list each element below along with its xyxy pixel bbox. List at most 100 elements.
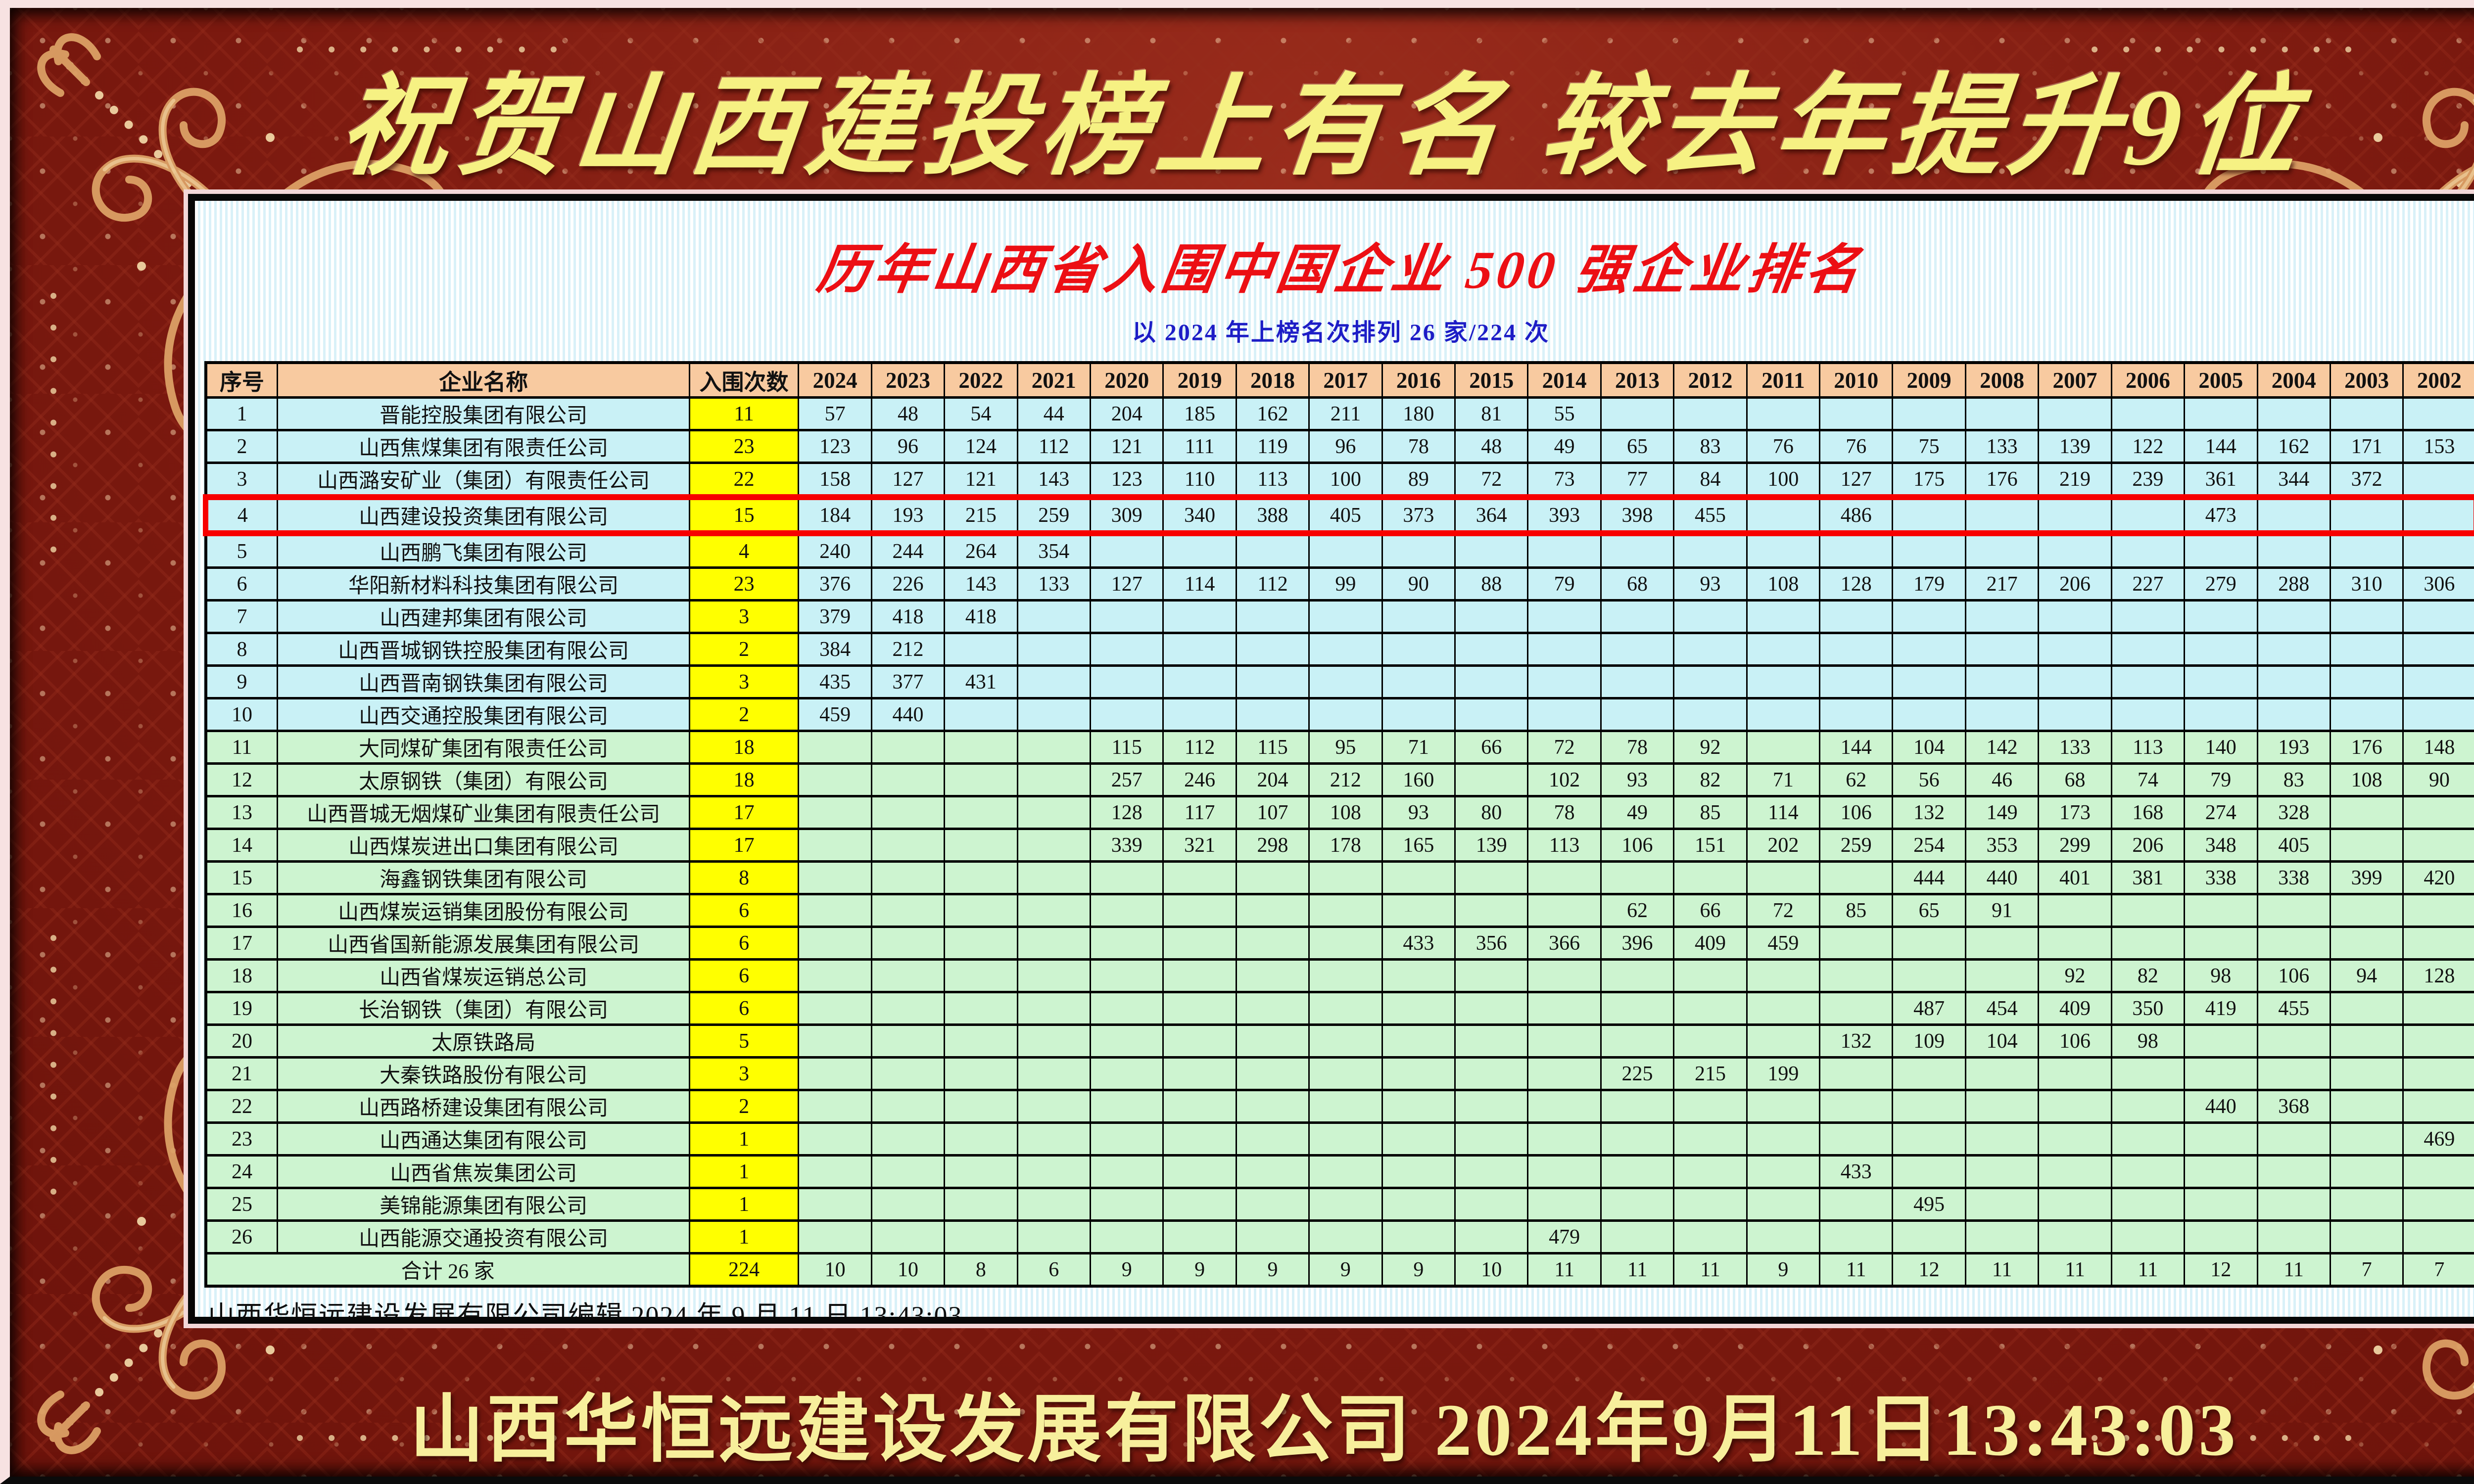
header-year-2013: 2013 bbox=[1600, 361, 1675, 399]
cell-year-2003: 94 bbox=[2329, 958, 2404, 993]
cell-year-2024: 376 bbox=[798, 566, 872, 602]
cell-year-2021 bbox=[1016, 599, 1092, 634]
cell-year-2018 bbox=[1235, 697, 1310, 732]
editor-footer-note: 山西华恒远建设发展有限公司编辑 2024 年 9 月 11 日 13:43:03 bbox=[208, 1301, 963, 1324]
cell-year-2002 bbox=[2402, 893, 2474, 928]
cell-year-2015: 48 bbox=[1454, 429, 1529, 464]
cell-year-2005 bbox=[2184, 1154, 2258, 1189]
cell-year-2007: 173 bbox=[2038, 795, 2112, 830]
cell-year-2019 bbox=[1162, 1121, 1237, 1157]
cell-year-2004 bbox=[2256, 396, 2331, 431]
cell-total-year-2008: 11 bbox=[1964, 1252, 2040, 1288]
cell-year-2016: 373 bbox=[1381, 494, 1456, 536]
cell-year-2005 bbox=[2184, 1187, 2258, 1222]
cell-count: 5 bbox=[688, 1023, 800, 1059]
header-year-2011: 2011 bbox=[1746, 361, 1821, 399]
cell-year-2007: 206 bbox=[2038, 566, 2112, 602]
cell-year-2007 bbox=[2038, 494, 2112, 536]
cell-year-2013 bbox=[1600, 532, 1675, 569]
cell-year-2012 bbox=[1673, 1023, 1748, 1059]
table-row-1: 1 晋能控股集团有限公司 11 57 48 54 44 204 185 162 211 180 81 55 bbox=[204, 396, 2474, 431]
cell-year-2023: 127 bbox=[870, 462, 946, 499]
cell-year-2016: 90 bbox=[1381, 566, 1456, 602]
cell-year-2007 bbox=[2038, 926, 2112, 961]
cell-year-2015 bbox=[1454, 1187, 1529, 1222]
cell-company-name: 大同煤矿集团有限责任公司 bbox=[277, 730, 690, 765]
cell-year-2013: 225 bbox=[1600, 1056, 1675, 1091]
cell-year-2010 bbox=[1819, 1121, 1894, 1157]
cell-year-2014 bbox=[1527, 632, 1602, 667]
cell-year-2014: 73 bbox=[1527, 462, 1602, 499]
cell-count: 6 bbox=[688, 893, 800, 928]
cell-year-2003 bbox=[2329, 828, 2404, 863]
cell-year-2016 bbox=[1381, 1154, 1456, 1189]
cell-company-name: 太原铁路局 bbox=[277, 1023, 690, 1059]
cell-count: 15 bbox=[688, 494, 800, 536]
cell-year-2007 bbox=[2038, 697, 2112, 732]
cell-year-2006 bbox=[2110, 664, 2186, 699]
cell-year-2017 bbox=[1308, 697, 1383, 732]
cell-year-2012: 215 bbox=[1673, 1056, 1748, 1091]
cell-year-2005 bbox=[2184, 1121, 2258, 1157]
cell-year-2007: 92 bbox=[2038, 958, 2112, 993]
cell-year-2017: 99 bbox=[1308, 566, 1383, 602]
cell-rank: 12 bbox=[204, 762, 279, 797]
cell-year-2011: 114 bbox=[1746, 795, 1821, 830]
cell-year-2004 bbox=[2256, 697, 2331, 732]
table-row-5: 5 山西鹏飞集团有限公司 4 240 244 264 354 bbox=[204, 532, 2474, 569]
cell-year-2022: 418 bbox=[944, 599, 1018, 634]
cell-year-2015 bbox=[1454, 1121, 1529, 1157]
cell-year-2021 bbox=[1016, 795, 1092, 830]
cell-year-2014 bbox=[1527, 860, 1602, 895]
cell-year-2020: 128 bbox=[1089, 795, 1164, 830]
cell-year-2016 bbox=[1381, 599, 1456, 634]
cell-year-2018: 113 bbox=[1235, 462, 1310, 499]
cell-year-2009: 56 bbox=[1892, 762, 1966, 797]
table-row-25: 25 美锦能源集团有限公司 1 495 bbox=[204, 1187, 2474, 1222]
cell-year-2017 bbox=[1308, 632, 1383, 667]
cell-year-2013 bbox=[1600, 664, 1675, 699]
cell-year-2013 bbox=[1600, 991, 1675, 1026]
cell-count: 6 bbox=[688, 926, 800, 961]
header-year-2002: 2002 bbox=[2402, 361, 2474, 399]
cell-year-2021 bbox=[1016, 632, 1092, 667]
cell-year-2019 bbox=[1162, 958, 1237, 993]
cell-total-year-2011: 9 bbox=[1746, 1252, 1821, 1288]
cell-year-2023: 226 bbox=[870, 566, 946, 602]
cell-year-2023: 377 bbox=[870, 664, 946, 699]
table-row-10: 10 山西交通控股集团有限公司 2 459 440 bbox=[204, 697, 2474, 732]
cell-year-2008: 217 bbox=[1964, 566, 2040, 602]
cell-year-2004 bbox=[2256, 893, 2331, 928]
cell-year-2011: 108 bbox=[1746, 566, 1821, 602]
cell-total-year-2018: 9 bbox=[1235, 1252, 1310, 1288]
cell-year-2016: 160 bbox=[1381, 762, 1456, 797]
cell-company-name: 山西晋南钢铁集团有限公司 bbox=[277, 664, 690, 699]
cell-year-2024 bbox=[798, 828, 872, 863]
cell-year-2015: 88 bbox=[1454, 566, 1529, 602]
cell-year-2024: 57 bbox=[798, 396, 872, 431]
cell-year-2014 bbox=[1527, 1089, 1602, 1124]
cell-year-2003 bbox=[2329, 697, 2404, 732]
cell-year-2007: 68 bbox=[2038, 762, 2112, 797]
cell-year-2018 bbox=[1235, 958, 1310, 993]
cell-year-2022 bbox=[944, 632, 1018, 667]
cell-count: 2 bbox=[688, 632, 800, 667]
cell-year-2022 bbox=[944, 893, 1018, 928]
cell-year-2008: 46 bbox=[1964, 762, 2040, 797]
cell-year-2004: 455 bbox=[2256, 991, 2331, 1026]
cell-year-2007 bbox=[2038, 1089, 2112, 1124]
cell-year-2019 bbox=[1162, 532, 1237, 569]
table-row-26: 26 山西能源交通投资有限公司 1 479 bbox=[204, 1219, 2474, 1254]
cell-company-name: 山西焦煤集团有限责任公司 bbox=[277, 429, 690, 464]
cell-year-2011 bbox=[1746, 532, 1821, 569]
cell-year-2003 bbox=[2329, 991, 2404, 1026]
cell-company-name: 山西路桥建设集团有限公司 bbox=[277, 1089, 690, 1124]
cell-year-2014 bbox=[1527, 664, 1602, 699]
cell-year-2018 bbox=[1235, 1089, 1310, 1124]
cell-year-2017: 100 bbox=[1308, 462, 1383, 499]
table-row-12: 12 太原钢铁（集团）有限公司 18 257 246 204 212 160 102 93 82 71… bbox=[204, 762, 2474, 797]
cell-year-2015 bbox=[1454, 893, 1529, 928]
cell-year-2020 bbox=[1089, 664, 1164, 699]
cell-year-2010: 144 bbox=[1819, 730, 1894, 765]
cell-company-name: 山西省焦炭集团公司 bbox=[277, 1154, 690, 1189]
